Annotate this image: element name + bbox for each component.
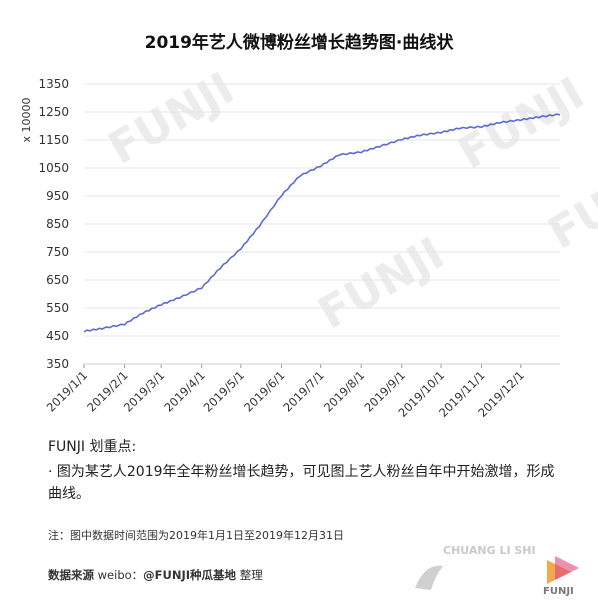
watermark-text: FUNJI [310, 228, 453, 340]
y-tick-label: 450 [46, 329, 69, 343]
logo-tagline: CHUANG LI SHI [443, 544, 536, 557]
notes-body: · 图为某艺人2019年全年粉丝增长趋势，可见图上艺人粉丝自年中开始激增，形成曲… [48, 464, 555, 502]
series-line [83, 113, 561, 333]
y-axis-label: x 10000 [20, 97, 33, 142]
x-tick-label: 2019/4/1 [161, 368, 207, 414]
x-tick-label: 2019/7/1 [280, 368, 326, 414]
y-tick-label: 950 [46, 189, 69, 203]
source-handle: @FUNJI种瓜基地 [143, 568, 237, 582]
logo-mark-icon [415, 565, 443, 590]
y-axis-ticks: 350 450 550 650 750 850 950 1050 1150 1250 1350 [38, 77, 69, 371]
x-tick-label: 2019/6/1 [241, 368, 287, 414]
data-source: 数据来源 weibo：@FUNJI种瓜基地 整理 [48, 567, 263, 583]
x-axis-ticks: 2019/1/12019/2/12019/3/12019/4/12019/5/1… [44, 363, 560, 420]
x-tick-label: 2019/5/1 [201, 368, 247, 414]
grid-lines [84, 83, 560, 365]
y-tick-label: 1150 [38, 133, 69, 147]
y-tick-label: 850 [46, 217, 69, 231]
watermark-text: FUNJI [100, 63, 243, 175]
logo-brand: FUNJI [543, 586, 574, 597]
y-tick-label: 550 [46, 301, 69, 315]
x-tick-label: 2019/8/1 [321, 368, 367, 414]
y-tick-label: 1350 [38, 77, 69, 91]
watermark-text: FUNJI [540, 148, 598, 260]
source-suffix: 整理 [239, 568, 263, 582]
y-tick-label: 350 [46, 357, 69, 371]
y-tick-label: 1050 [38, 161, 69, 175]
source-text: weibo： [97, 568, 144, 582]
brand-logo: CHUANG LI SHI FUNJI [415, 544, 579, 597]
play-icon-accent [555, 556, 579, 580]
y-tick-label: 1250 [38, 105, 69, 119]
x-tick-label: 2019/1/1 [44, 368, 90, 414]
x-tick-label: 2019/3/1 [121, 368, 167, 414]
footnote: 注：图中数据时间范围为2019年1月1日至2019年12月31日 [48, 529, 344, 542]
y-tick-label: 650 [46, 273, 69, 287]
notes-heading: FUNJI 划重点: [48, 439, 137, 455]
y-tick-label: 750 [46, 245, 69, 259]
source-label: 数据来源 [48, 568, 94, 582]
chart-title: 2019年艺人微博粉丝增长趋势图·曲线状 [144, 33, 454, 53]
